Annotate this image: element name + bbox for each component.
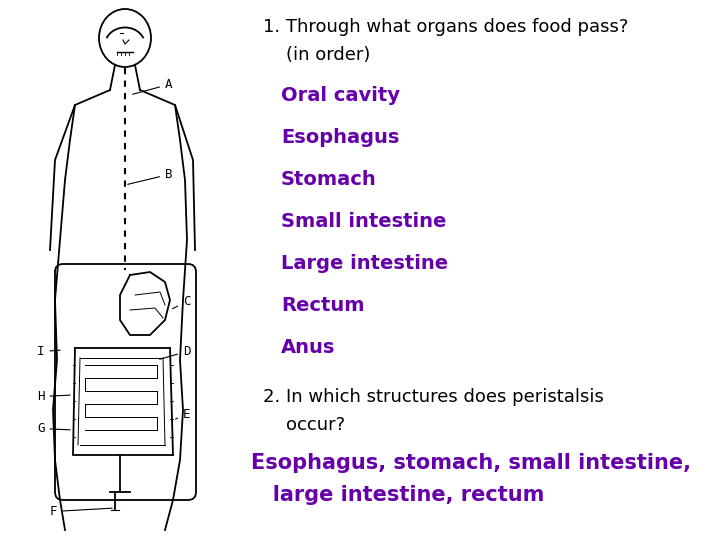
Text: A: A	[132, 78, 173, 94]
Text: G: G	[37, 422, 71, 435]
Text: 2. In which structures does peristalsis: 2. In which structures does peristalsis	[263, 388, 604, 406]
Text: F: F	[50, 505, 112, 518]
Text: 1. Through what organs does food pass?: 1. Through what organs does food pass?	[263, 18, 629, 36]
Text: H: H	[37, 390, 71, 403]
Text: (in order): (in order)	[263, 46, 370, 64]
Text: B: B	[127, 168, 173, 184]
Text: Esophagus: Esophagus	[281, 128, 400, 147]
Text: Stomach: Stomach	[281, 170, 377, 189]
Text: I: I	[37, 345, 60, 358]
Text: Large intestine: Large intestine	[281, 254, 448, 273]
Text: large intestine, rectum: large intestine, rectum	[251, 485, 544, 505]
Text: C: C	[173, 295, 191, 309]
Text: Anus: Anus	[281, 338, 336, 357]
Text: Oral cavity: Oral cavity	[281, 86, 400, 105]
Text: Esophagus, stomach, small intestine,: Esophagus, stomach, small intestine,	[251, 453, 691, 473]
Text: E: E	[176, 408, 191, 421]
Text: Rectum: Rectum	[281, 296, 364, 315]
Text: Small intestine: Small intestine	[281, 212, 446, 231]
Text: occur?: occur?	[263, 416, 345, 434]
Text: D: D	[160, 345, 191, 359]
